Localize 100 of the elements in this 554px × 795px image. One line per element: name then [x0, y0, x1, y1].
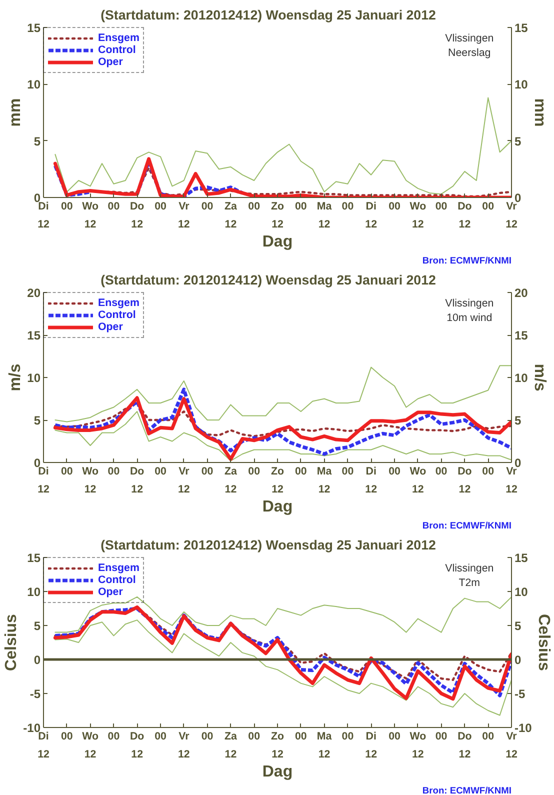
line-series	[54, 365, 512, 422]
x-tick-label: 00	[201, 730, 214, 742]
x-tick-label: 00	[154, 466, 166, 478]
x-tick-label: 00	[435, 466, 448, 478]
x-tick-label: 00	[294, 200, 307, 212]
x-tick-label: Do 12	[458, 200, 472, 230]
x-tick-label: Vr 12	[178, 466, 190, 496]
line-series	[54, 620, 512, 716]
x-tick-label: 00	[108, 466, 120, 478]
y2-axis-title: Celsius	[534, 614, 552, 672]
legend-label: Ensgem	[98, 562, 140, 574]
x-tick-label: 00	[342, 730, 354, 742]
chart-title: (Startdatum: 2012012412) Woensdag 25 Januari 2012	[100, 538, 436, 552]
x-tick-label: 00	[435, 730, 448, 742]
chart-title: (Startdatum: 2012012412) Woensdag 25 Januari 2012	[100, 8, 436, 22]
x-tick-label: Do 12	[130, 466, 145, 496]
legend-label: Control	[98, 574, 136, 586]
y-tick-label: 5	[34, 619, 41, 633]
y-tick-label: 10	[27, 78, 41, 92]
y-tick-label: 15	[27, 328, 41, 342]
y2-tick-label: 10	[514, 585, 528, 599]
legend-label: Ensgem	[98, 32, 140, 44]
annotation: Vlissingen Neerslag	[445, 32, 494, 59]
line-series	[53, 388, 512, 456]
line-series	[54, 97, 512, 195]
x-tick-label: Wo 12	[410, 200, 427, 230]
y2-axis-title: m/s	[530, 364, 548, 392]
x-axis-title: Dag	[262, 234, 293, 250]
legend-label: Oper	[98, 321, 123, 333]
y-axis-title: m/s	[7, 364, 24, 392]
x-tick-label: 00	[342, 466, 354, 478]
line-series	[54, 596, 512, 633]
x-tick-label: Di 12	[365, 466, 378, 496]
x-tick-label: Do 12	[458, 730, 472, 760]
x-tick-label: 00	[482, 730, 494, 742]
y-tick-label: 15	[27, 551, 41, 565]
y2-tick-label: 15	[514, 328, 528, 342]
x-tick-label: Di 12	[38, 730, 50, 760]
y-tick-label: 15	[27, 21, 41, 35]
legend-label: Ensgem	[98, 297, 140, 309]
y2-tick-label: 0	[514, 456, 522, 470]
text: Bron: ECMWF/KNMI	[422, 520, 512, 530]
y2-tick-label: -10	[514, 721, 532, 735]
y-tick-label: 20	[27, 286, 41, 300]
y-tick-label: 0	[34, 653, 41, 667]
x-tick-label: Zo 12	[270, 466, 284, 496]
text: Bron: ECMWF/KNMI	[422, 256, 512, 266]
annotation: Vlissingen T2m	[445, 562, 494, 589]
y-tick-label: 5	[34, 134, 41, 148]
x-axis-title: Dag	[262, 498, 293, 516]
legend-label: Oper	[98, 56, 123, 68]
x-tick-label: Ma 12	[316, 730, 332, 760]
x-tick-label: 00	[435, 200, 448, 212]
x-tick-label: 00	[248, 730, 260, 742]
y-tick-label: 10	[27, 371, 41, 385]
x-tick-label: 00	[342, 200, 354, 212]
x-tick-label: 00	[294, 466, 307, 478]
legend-label: Oper	[98, 586, 123, 598]
x-tick-label: Ma 12	[316, 200, 332, 230]
x-tick-label: Di 12	[38, 200, 50, 230]
x-tick-label: Wo 12	[82, 466, 99, 496]
chart-title: (Startdatum: 2012012412) Woensdag 25 Januari 2012	[100, 272, 436, 288]
x-tick-label: 00	[248, 466, 260, 478]
y2-tick-label: 5	[514, 414, 522, 428]
x-tick-label: Za 12	[224, 200, 237, 230]
x-tick-label: 00	[60, 200, 73, 212]
y2-tick-label: 5	[514, 134, 522, 148]
x-tick-label: 00	[201, 466, 214, 478]
line-series	[53, 157, 512, 198]
x-tick-label: Vr 12	[178, 730, 190, 760]
x-tick-label: 00	[60, 730, 73, 742]
x-tick-label: Zo 12	[270, 730, 284, 760]
y2-tick-label: 15	[514, 551, 528, 565]
x-tick-label: 00	[388, 730, 400, 742]
y-axis-title: Celsius	[3, 614, 20, 671]
x-tick-label: Wo 12	[82, 200, 99, 230]
text: Bron: ECMWF/KNMI	[422, 786, 512, 795]
x-tick-label: Do 12	[458, 466, 472, 496]
x-tick-label: 00	[388, 466, 400, 478]
y2-tick-label: 5	[514, 619, 522, 633]
x-tick-label: 00	[108, 730, 120, 742]
legend-label: Control	[98, 309, 136, 321]
x-tick-label: Wo 12	[410, 466, 427, 496]
x-axis-title: Dag	[262, 764, 293, 780]
line-series	[54, 411, 512, 462]
x-tick-label: Vr 12	[506, 730, 518, 760]
legend-label: Control	[98, 44, 136, 56]
y-tick-label: 10	[27, 585, 41, 599]
y-tick-label: 5	[34, 414, 41, 428]
y-tick-label: -5	[30, 687, 41, 701]
x-tick-label: Di 12	[365, 200, 378, 230]
x-tick-label: Vr 12	[506, 466, 518, 496]
y2-tick-label: 0	[514, 191, 522, 205]
x-tick-label: Za 12	[224, 730, 237, 760]
annotation: Vlissingen 10m wind	[445, 298, 494, 324]
x-tick-label: Wo 12	[82, 730, 99, 760]
x-tick-label: Wo 12	[410, 730, 427, 760]
x-tick-label: 00	[154, 200, 166, 212]
y2-axis-title: mm	[530, 98, 548, 127]
x-tick-label: 00	[108, 200, 120, 212]
